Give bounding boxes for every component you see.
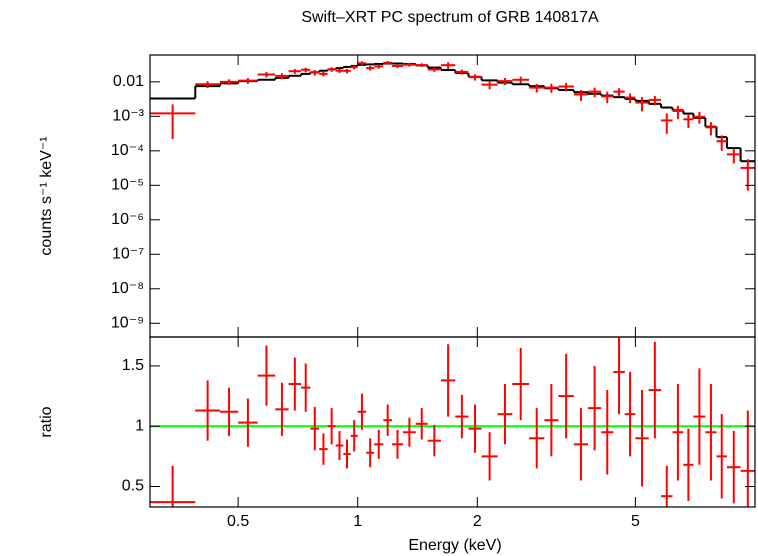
- x-tick-label: 1: [353, 513, 362, 530]
- x-tick-label: 2: [473, 513, 482, 530]
- y-tick-label: 0.01: [113, 73, 144, 90]
- chart-title: Swift–XRT PC spectrum of GRB 140817A: [301, 9, 599, 26]
- y-tick-label: 10⁻⁹: [111, 314, 144, 331]
- y-tick-label: 1: [135, 417, 144, 434]
- panel-frame: [149, 336, 756, 508]
- y-tick-label: 10⁻⁷: [112, 246, 144, 263]
- y-tick-label: 10⁻⁸: [111, 280, 144, 297]
- plot-area: [150, 337, 755, 507]
- y-tick-label: 10⁻⁴: [111, 142, 144, 159]
- x-tick-label: 0.5: [227, 513, 249, 530]
- y-tick-label: 10⁻⁶: [111, 211, 144, 228]
- y-tick-label: 10⁻⁵: [111, 177, 144, 194]
- y-tick-label: 0.5: [122, 478, 144, 495]
- plot-area: [150, 61, 755, 191]
- y-tick-label: 10⁻³: [112, 108, 144, 125]
- x-axis-label: Energy (keV): [408, 537, 501, 554]
- y-axis-label: counts s⁻¹ keV⁻¹: [38, 136, 55, 255]
- panel-frame: [149, 54, 756, 338]
- y-tick-label: 1.5: [122, 357, 144, 374]
- x-tick-label: 5: [631, 513, 640, 530]
- y-axis-label: ratio: [38, 406, 55, 437]
